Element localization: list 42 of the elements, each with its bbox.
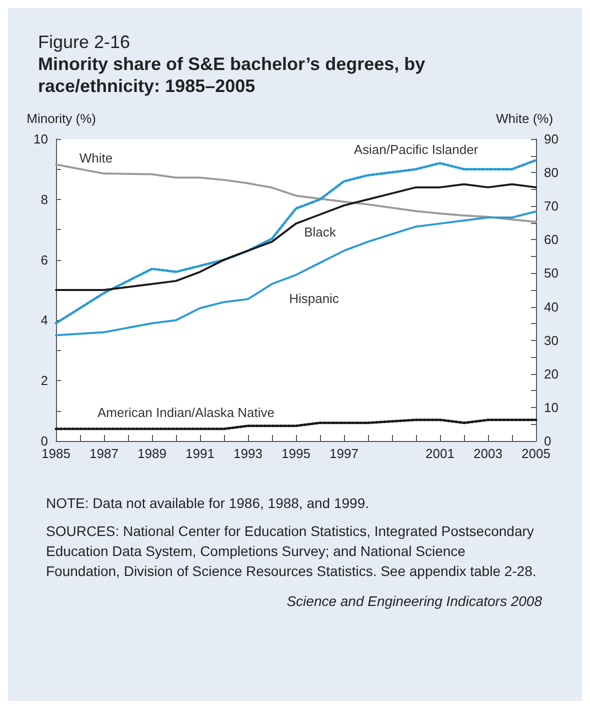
y2-tick-label: 30 [544,332,558,348]
y2-tick-label: 10 [544,400,558,415]
line-series [54,418,538,430]
y-tick-label: 6 [40,252,48,268]
y2-tick-label: 90 [544,132,558,146]
x-tick-label: 1995 [282,446,310,461]
line-series [55,183,537,291]
x-tick-label: 1993 [234,446,262,461]
y2-tick-label: 80 [544,165,558,180]
x-tick-label: 1985 [42,446,70,461]
y-tick-label: 2 [40,373,48,388]
x-tick-label: 1987 [90,446,118,461]
chart-subtitle: Figure 2-16 [38,32,132,53]
y2-tick-label: 60 [544,232,558,248]
y-axis-title: Minority (%) [26,111,96,126]
series-label: American Indian/Alaska Native [97,404,275,420]
x-tick-label: 2001 [426,446,454,461]
x-tick-label: 1991 [186,446,214,461]
y2-tick-label: 20 [544,366,558,382]
y2-tick-label: 70 [544,198,558,214]
line-series [55,210,537,336]
y-tick-label: 0 [40,434,48,448]
series-label: White [79,150,113,166]
x-tick-label: 1989 [138,446,166,461]
y-tick-label: 8 [40,192,48,207]
y-tick-label: 10 [34,132,48,146]
y-tick-label: 4 [40,312,48,328]
series-label: Asian/Pacific Islander [354,142,479,158]
text: NOTE: Data not available for 1986, 1988, and 1999. [46,494,370,513]
text: Science and Engineering Indicators 2008 [286,592,542,611]
x-tick-label: 2003 [474,446,502,461]
x-tick-label: 2005 [522,446,550,461]
series-label: Hispanic [289,290,340,306]
series-label: Black [304,224,336,240]
y2-tick-label: 0 [544,434,552,448]
x-tick-label: 1997 [330,446,358,461]
line-series [55,164,537,223]
y2-tick-label: 50 [544,266,558,281]
y2-axis-title: White (%) [496,111,554,126]
source-note: SOURCES: National Center for Education Statistics, Integrated Postsecondary Education Data System, Completions Survey; and National Science Foundation, Division of Science Resources Statistics. See appendix table 2-28. [46,522,538,581]
y2-tick-label: 40 [544,299,558,314]
chart-title: Minority share of S&E bachelor’s degrees, by race/ethnicity: 1985–2005 [38,53,426,97]
